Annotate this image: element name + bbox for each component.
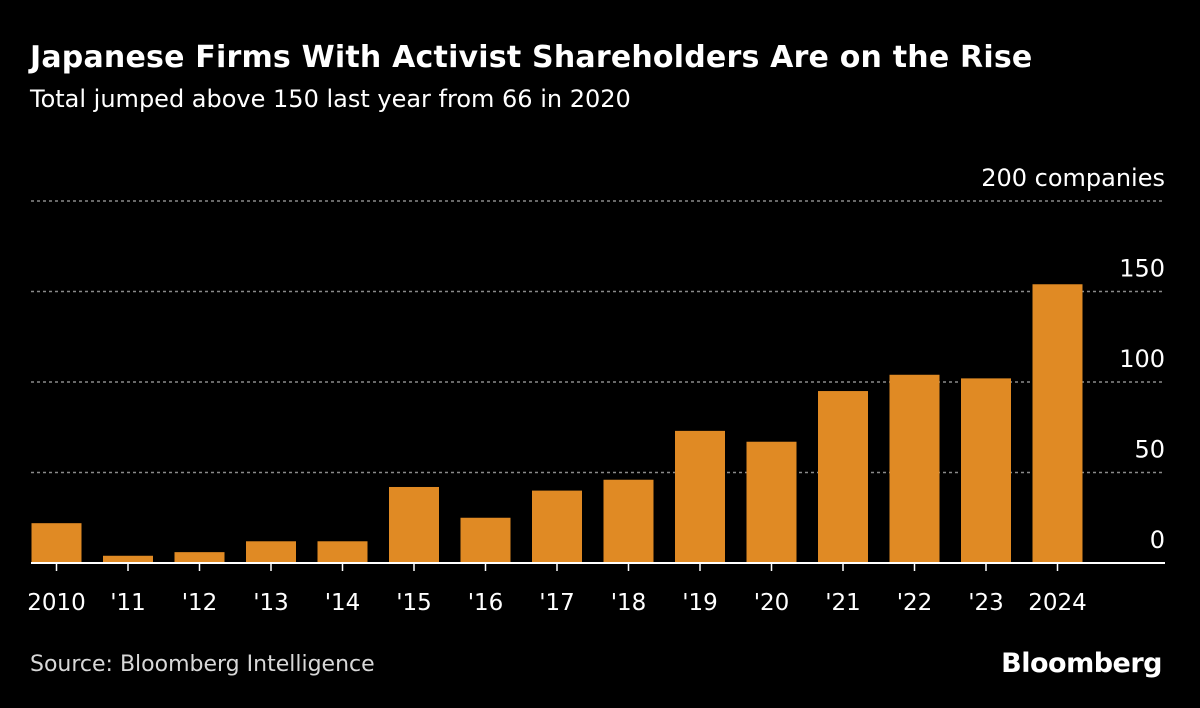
bloomberg-logo: Bloomberg [1001,648,1162,679]
bar-23 [961,378,1011,563]
bar-21 [818,391,868,563]
y-tick-label: 150 [1119,255,1165,283]
y-tick-label: 50 [1134,436,1165,464]
y-tick-label: 200 companies [981,164,1165,192]
bar-11 [103,555,153,563]
bars [31,284,1083,563]
chart-subtitle: Total jumped above 150 last year from 66… [30,85,631,113]
x-tick-label: '19 [682,590,718,616]
bar-14 [317,541,368,563]
bar-18 [603,479,654,563]
x-tick-label: '23 [968,590,1004,616]
x-tick-label: 2024 [1028,590,1087,616]
bar-2010 [31,523,82,563]
bar-2024 [1032,284,1083,563]
x-tick-label: '21 [825,590,861,616]
x-tick-label: '16 [468,590,504,616]
source-note: Source: Bloomberg Intelligence [30,652,375,677]
x-tick-label: '14 [325,590,361,616]
y-tick-label: 100 [1119,345,1165,373]
x-tick-label: '20 [754,590,790,616]
x-tick-label: '17 [539,590,575,616]
x-tick-label: '13 [253,590,289,616]
x-axis [31,562,1165,571]
x-tick-label: '15 [396,590,432,616]
x-tick-label: '18 [611,590,647,616]
bar-19 [675,430,725,563]
bar-16 [460,517,511,563]
tick-labels: 0 50 100 150 200 companies 2010 '11 '12 '13 '14 '1… [27,164,1165,616]
x-tick-label: 2010 [27,590,86,616]
bar-12 [174,552,225,563]
bar-20 [746,441,797,563]
y-tick-label: 0 [1150,526,1165,554]
x-tick-label: '11 [110,590,146,616]
chart-title: Japanese Firms With Activist Shareholder… [30,40,1033,75]
x-tick-label: '12 [182,590,218,616]
bar-13 [246,541,296,563]
bar-15 [389,486,439,563]
bar-17 [532,490,582,563]
bar-22 [889,374,940,563]
x-tick-label: '22 [897,590,933,616]
